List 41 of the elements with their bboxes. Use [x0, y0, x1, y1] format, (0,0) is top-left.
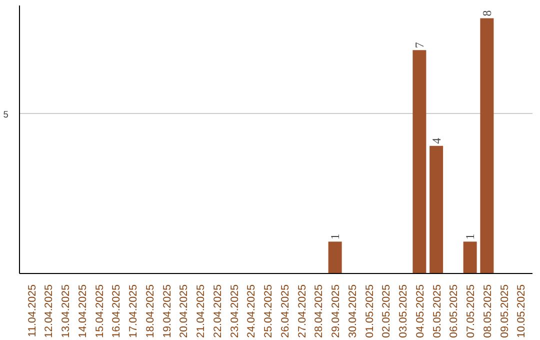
- x-tick-label: 07.05.2025: [465, 284, 478, 338]
- bar: [328, 242, 342, 274]
- x-tick-label: 18.04.2025: [144, 284, 156, 338]
- data-label: 1: [463, 234, 478, 240]
- x-tick-label: 02.05.2025: [380, 284, 393, 338]
- bar: [412, 50, 426, 274]
- x-tick-label: 12.04.2025: [43, 284, 56, 338]
- x-tick-label: 26.04.2025: [279, 284, 292, 338]
- x-tick-label: 03.05.2025: [398, 284, 410, 338]
- x-tick-label: 15.04.2025: [94, 284, 106, 338]
- x-tick-label: 04.05.2025: [414, 284, 426, 338]
- data-label: 7: [412, 42, 426, 48]
- x-tick-label: 01.05.2025: [364, 284, 376, 338]
- x-tick-label: 28.04.2025: [313, 284, 326, 338]
- x-tick-label: 14.04.2025: [76, 284, 89, 338]
- x-tick-label: 22.04.2025: [212, 284, 224, 338]
- x-tick-label: 27.04.2025: [296, 284, 308, 338]
- x-tick-label: 10.05.2025: [516, 284, 528, 338]
- x-tick-label: 21.04.2025: [195, 284, 208, 338]
- x-tick-label: 05.05.2025: [431, 284, 444, 338]
- bar: [480, 18, 494, 274]
- x-tick-label: 19.04.2025: [161, 284, 174, 338]
- x-tick-label: 11.04.2025: [26, 284, 38, 338]
- y-tick-label: 5: [3, 109, 9, 120]
- x-tick-label: 17.04.2025: [128, 284, 140, 338]
- x-tick-label: 16.04.2025: [110, 284, 123, 338]
- x-tick-label: 06.05.2025: [448, 284, 460, 338]
- x-tick-label: 13.04.2025: [60, 284, 72, 338]
- data-label: 4: [429, 138, 444, 144]
- bar: [463, 242, 477, 274]
- x-tick-label: 30.04.2025: [346, 284, 359, 338]
- x-tick-label: 08.05.2025: [482, 284, 494, 338]
- bar: [430, 146, 444, 274]
- data-label: 1: [328, 234, 342, 240]
- x-tick-label: 23.04.2025: [228, 284, 241, 338]
- x-tick-label: 25.04.2025: [262, 284, 275, 338]
- data-label: 8: [480, 10, 494, 16]
- x-tick-label: 20.04.2025: [178, 284, 190, 338]
- x-tick-label: 09.05.2025: [498, 284, 511, 338]
- x-tick-label: 24.04.2025: [246, 284, 258, 338]
- x-tick-label: 29.04.2025: [330, 284, 342, 338]
